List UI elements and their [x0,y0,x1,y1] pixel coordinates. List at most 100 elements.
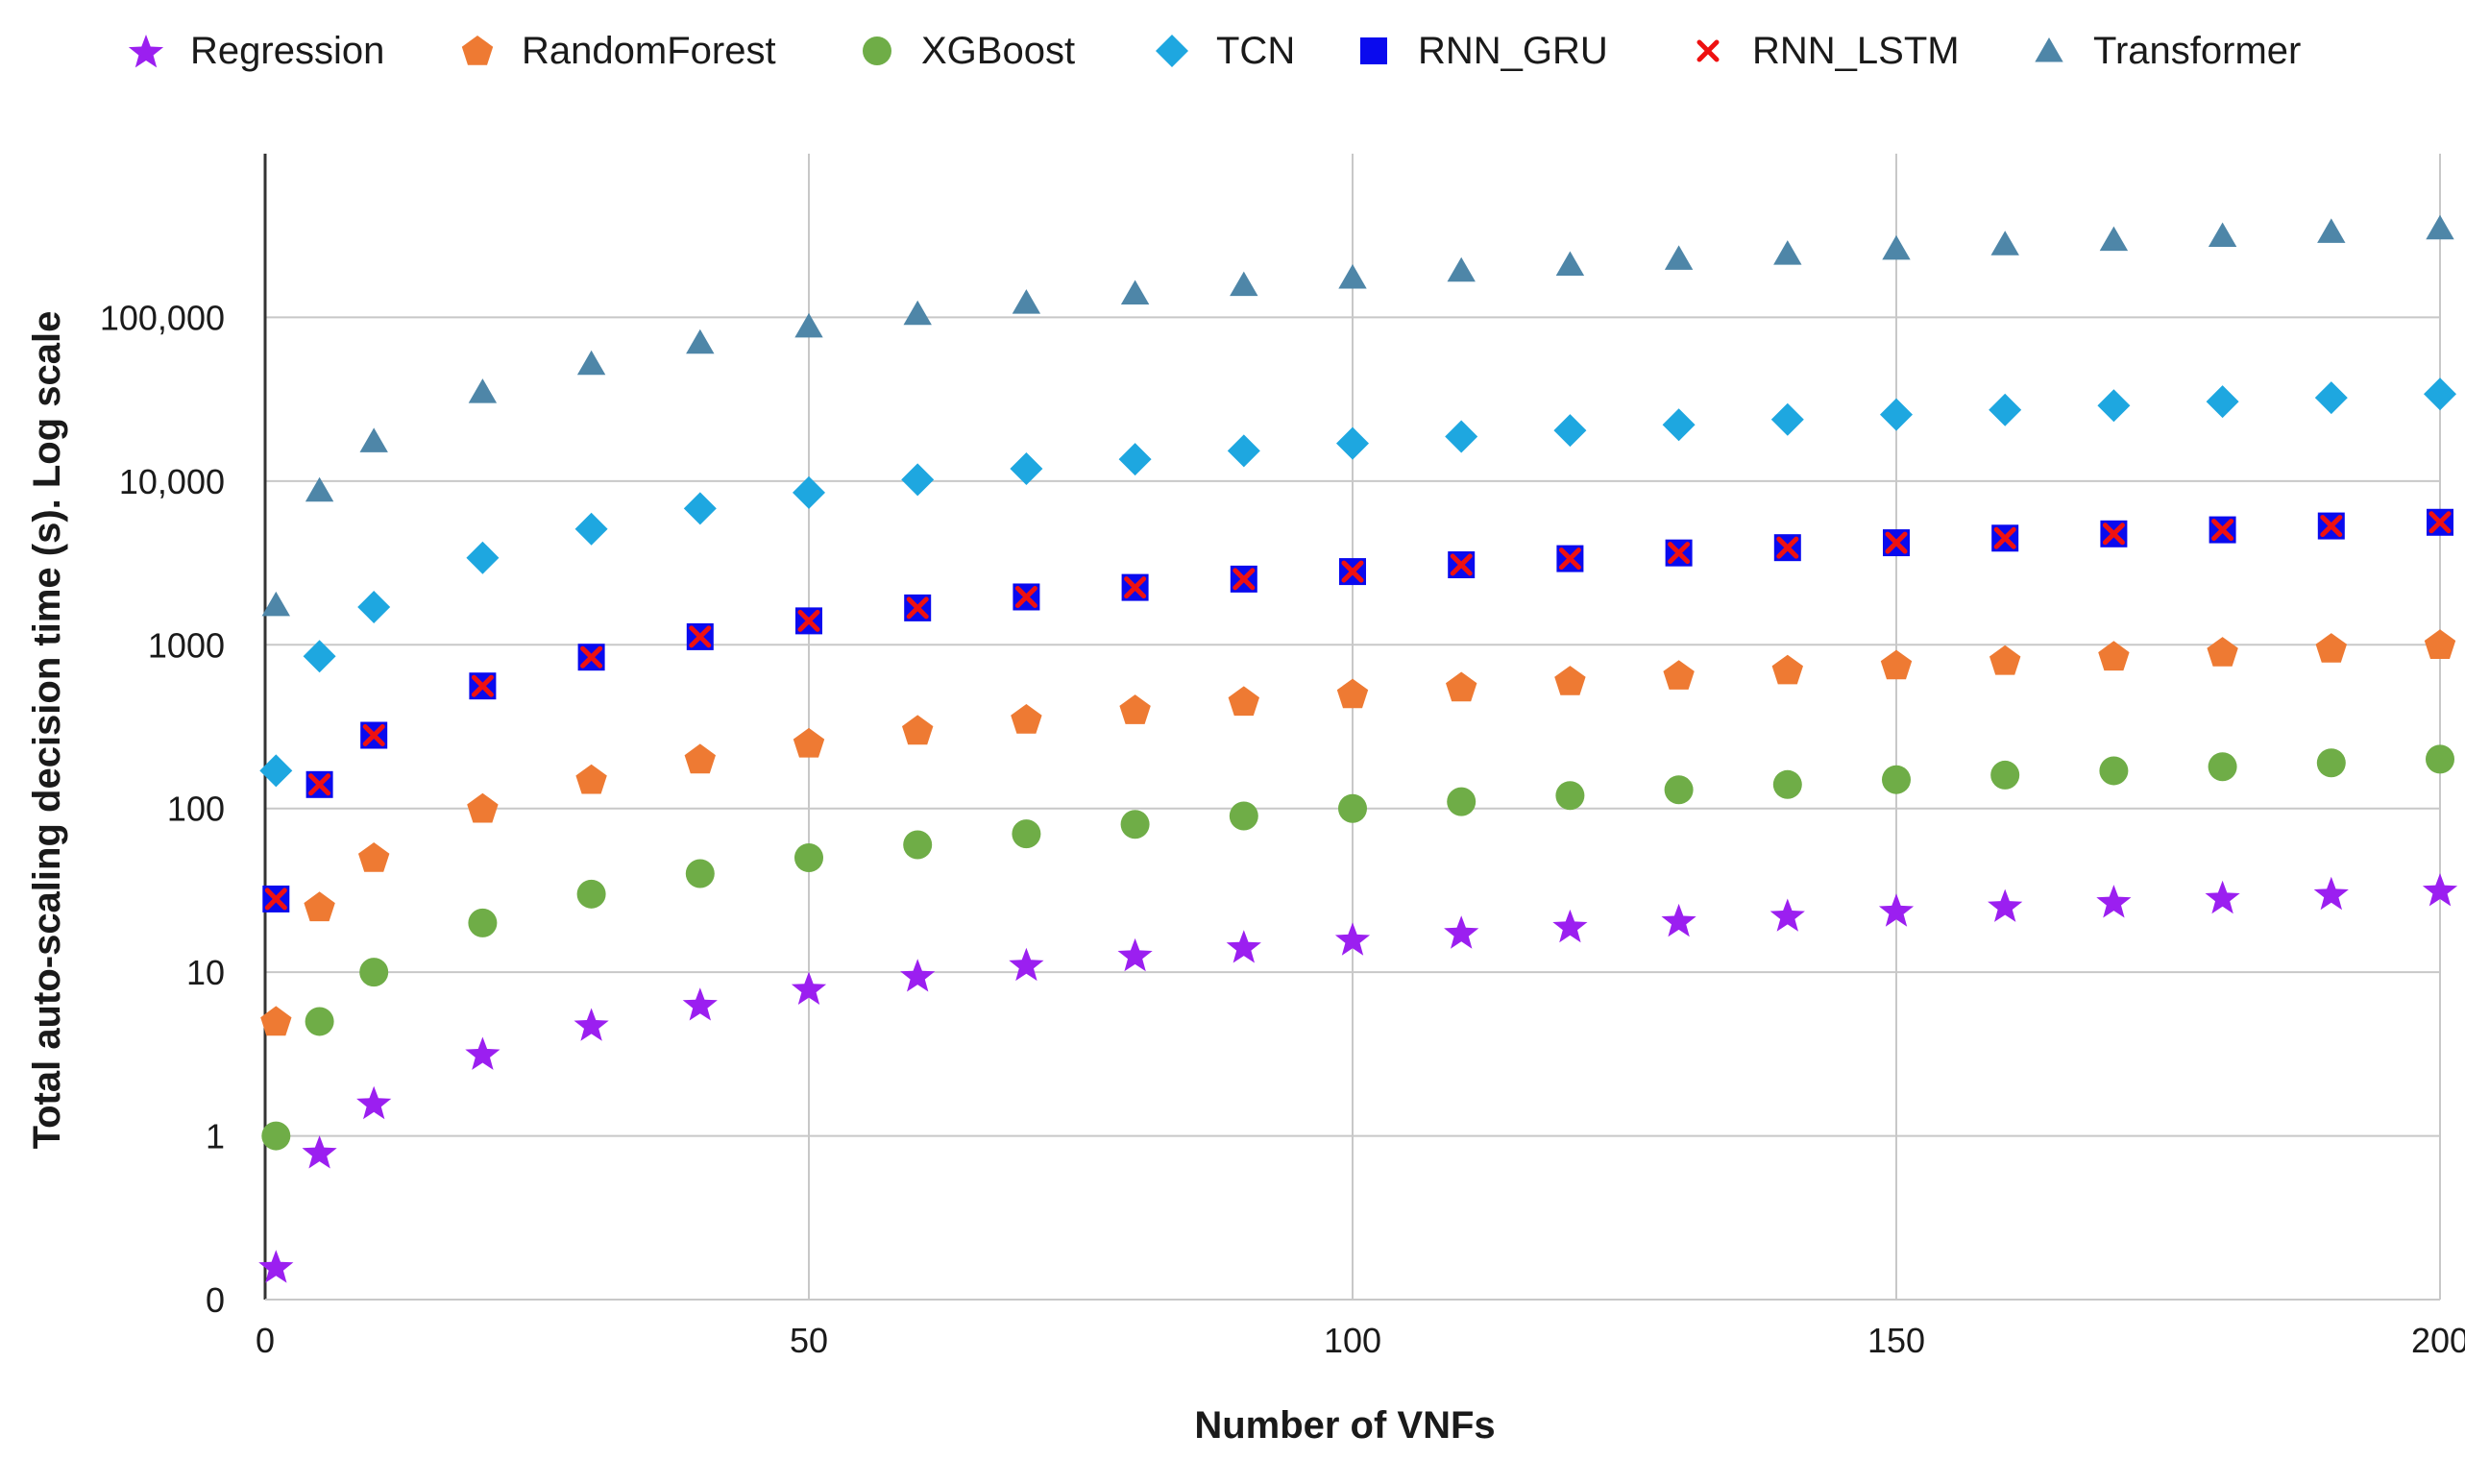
point-randomforest [2207,637,2238,667]
axis-layer: 0 1 10 100 1000 10,000 100,000 0 50 100 150 200 [100,154,2465,1360]
y-tick-label: 10,000 [119,462,225,501]
point-rnn-lstm [2211,519,2234,542]
point-tcn [574,512,608,546]
point-randomforest [2424,629,2456,659]
point-regression [900,959,936,992]
series-randomforest [260,629,2456,1036]
y-axis-title: Total auto-scaling decision time (s). Lo… [26,311,68,1150]
y-tick-label: 0 [206,1280,225,1320]
legend-item-regression[interactable]: Regression [128,30,384,72]
point-xgboost [1882,765,1911,794]
point-xgboost [903,830,933,860]
grid-layer [265,154,2441,1301]
legend-item-transformer[interactable]: Transformer [2035,30,2301,72]
series-transformer [261,214,2454,617]
legend[interactable]: Regression RandomForest XGBoost TCN RNN_GRU R… [128,30,2301,72]
y-tick-label: 1000 [148,625,225,665]
legend-label-tcn: TCN [1216,30,1295,72]
point-randomforest [1336,678,1369,709]
point-randomforest [1554,666,1586,695]
point-transformer [2426,214,2454,240]
point-rnn-lstm [1232,568,1256,591]
point-regression [1009,947,1044,982]
point-randomforest [304,891,335,922]
x-tick-label: 200 [2411,1321,2465,1360]
legend-label-regression: Regression [190,30,384,72]
point-xgboost [1120,810,1150,839]
point-tcn [1227,434,1260,468]
point-transformer [1773,240,1802,265]
point-xgboost [2208,752,2237,782]
point-randomforest [793,727,825,758]
point-xgboost [261,1121,291,1151]
legend-marker-transformer [2035,37,2063,62]
legend-item-randomforest[interactable]: RandomForest [461,30,776,72]
point-tcn [466,541,500,574]
point-transformer [1230,271,1258,297]
point-tcn [1989,393,2022,426]
legend-marker-rnn-lstm [1696,39,1720,62]
legend-marker-rnn-gru [1360,37,1387,64]
y-tick-label: 100,000 [100,298,225,337]
point-randomforest [1446,671,1477,702]
point-rnn-lstm [308,773,331,796]
point-tcn [2097,389,2131,423]
point-regression [302,1135,337,1169]
point-tcn [1770,402,1804,436]
y-tick-label: 1 [206,1117,225,1156]
point-rnn-lstm [1450,553,1473,576]
x-tick-label: 100 [1324,1321,1381,1360]
point-rnn-lstm [1993,526,2016,549]
point-transformer [1990,231,2019,255]
point-transformer [1447,256,1476,282]
point-xgboost [794,843,823,873]
point-xgboost [359,958,389,987]
legend-item-rnn-lstm[interactable]: RNN_LSTM [1696,30,1960,72]
point-randomforest [1771,654,1803,685]
point-rnn-lstm [264,888,287,911]
point-regression [1444,915,1479,949]
point-tcn [1880,398,1913,431]
point-xgboost [2426,744,2454,774]
point-xgboost [2316,748,2346,778]
point-rnn-lstm [1341,560,1364,583]
point-tcn [2206,385,2239,419]
point-tcn [1445,420,1478,453]
point-regression [791,971,827,1005]
point-tcn [1336,426,1369,460]
point-regression [682,987,718,1021]
point-tcn [2314,381,2348,415]
legend-marker-randomforest [461,36,494,65]
legend-item-xgboost[interactable]: XGBoost [863,30,1075,72]
point-xgboost [1447,787,1477,816]
point-transformer [576,350,606,376]
point-regression [1117,937,1153,972]
point-rnn-lstm [1885,531,1908,554]
point-xgboost [685,859,715,888]
point-regression [1334,922,1371,956]
point-xgboost [1772,769,1802,799]
point-rnn-lstm [580,645,603,669]
point-tcn [793,475,825,509]
point-randomforest [2098,641,2130,671]
y-tick-label: 10 [186,953,225,992]
point-randomforest [2315,633,2347,663]
point-transformer [261,591,290,617]
legend-item-rnn-gru[interactable]: RNN_GRU [1360,30,1608,72]
point-randomforest [1228,686,1259,717]
point-randomforest [1880,649,1913,680]
points-layer [258,214,2458,1283]
point-randomforest [1989,645,2021,675]
point-transformer [903,300,932,326]
point-transformer [2317,218,2346,243]
point-rnn-lstm [797,609,820,632]
legend-item-tcn[interactable]: TCN [1156,30,1295,72]
point-regression [1661,903,1696,937]
legend-label-rnn-gru: RNN_GRU [1418,30,1608,72]
point-regression [1988,888,2023,922]
point-tcn [259,754,293,788]
point-xgboost [2099,756,2129,786]
point-tcn [357,591,391,623]
